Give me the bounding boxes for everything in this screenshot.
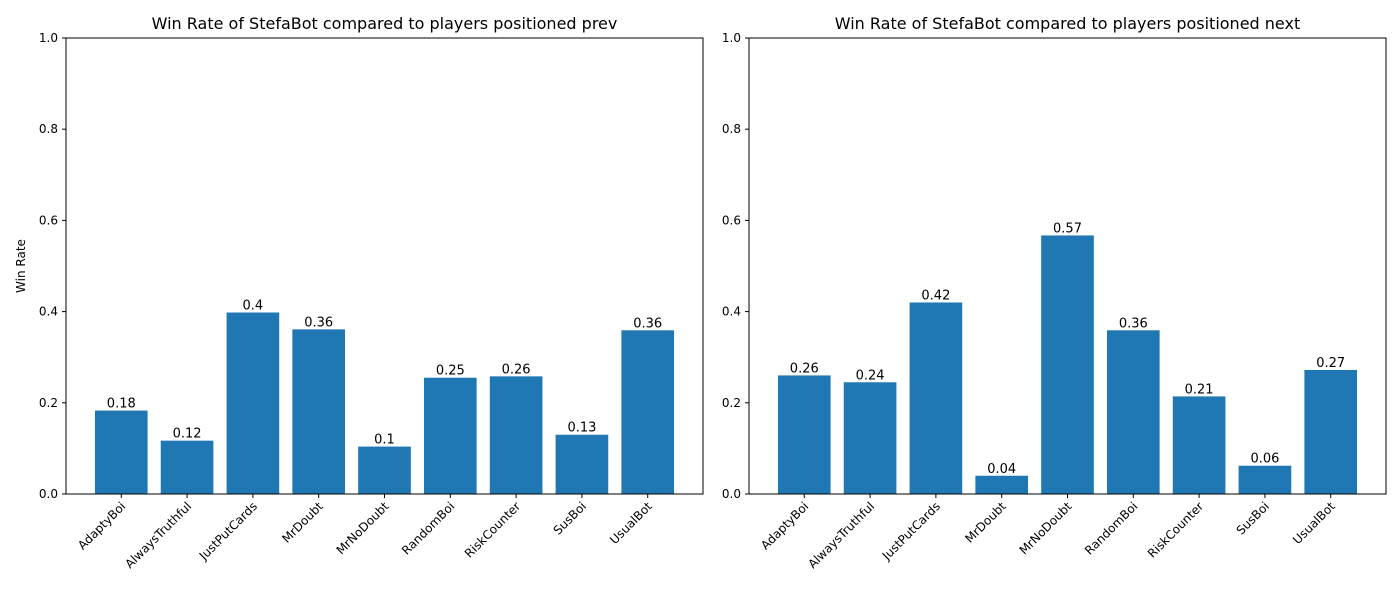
x-tick-label: AdaptyBoi xyxy=(758,499,811,552)
x-tick-label: SusBoi xyxy=(1234,499,1272,537)
y-tick-label: 0.0 xyxy=(39,487,58,501)
bar-RiskCounter xyxy=(489,376,543,494)
bar-value-label: 0.18 xyxy=(107,397,136,412)
bar-SusBoi xyxy=(1238,465,1292,494)
x-tick-label: MrDoubt xyxy=(962,499,1009,546)
bar-value-label: 0.04 xyxy=(987,462,1016,477)
bar-value-label: 0.12 xyxy=(173,427,202,442)
x-tick-label: RandomBoi xyxy=(1082,499,1140,557)
x-tick-label: AlwaysTruthful xyxy=(805,499,877,571)
y-tick-label: 0.0 xyxy=(722,487,741,501)
y-tick-label: 0.4 xyxy=(722,305,741,319)
bar-SusBoi xyxy=(555,434,609,494)
bar-value-label: 0.36 xyxy=(633,316,662,331)
x-tick-label: AlwaysTruthful xyxy=(122,499,194,571)
bar-AlwaysTruthful xyxy=(843,382,897,494)
bar-value-label: 0.26 xyxy=(790,361,819,376)
x-tick-label: UsualBot xyxy=(1290,499,1338,547)
bar-value-label: 0.13 xyxy=(567,421,596,436)
bar-UsualBot xyxy=(621,330,675,494)
x-tick-label: RiskCounter xyxy=(462,499,523,560)
x-tick-label: SusBoi xyxy=(551,499,589,537)
bar-UsualBot xyxy=(1304,369,1358,494)
bar-value-label: 0.1 xyxy=(374,433,395,448)
y-tick-label: 0.8 xyxy=(722,122,741,136)
x-tick-label: UsualBot xyxy=(607,499,655,547)
bar-value-label: 0.27 xyxy=(1316,356,1345,371)
plot-frame xyxy=(65,37,704,495)
x-tick-label: MrNoDoubt xyxy=(1017,499,1075,557)
x-tick-label: JustPutCards xyxy=(879,499,943,563)
bar-value-label: 0.06 xyxy=(1250,452,1279,467)
chart-title: Win Rate of StefaBot compared to players… xyxy=(835,14,1300,33)
bar-value-label: 0.42 xyxy=(921,288,950,303)
bar-AdaptyBoi xyxy=(777,375,831,494)
plot-frame xyxy=(748,37,1387,495)
x-tick-label: MrDoubt xyxy=(279,499,326,546)
y-axis-label: Win Rate xyxy=(14,239,28,293)
bar-RandomBoi xyxy=(1106,330,1160,494)
y-tick-label: 0.8 xyxy=(39,122,58,136)
bar-JustPutCards xyxy=(226,312,280,494)
y-tick-label: 1.0 xyxy=(39,31,58,45)
bar-MrDoubt xyxy=(975,475,1029,494)
x-tick-label: RandomBoi xyxy=(399,499,457,557)
bar-value-label: 0.36 xyxy=(304,315,333,330)
bar-value-label: 0.24 xyxy=(856,368,885,383)
y-tick-label: 0.6 xyxy=(722,213,741,227)
bar-value-label: 0.21 xyxy=(1185,382,1214,397)
bar-AlwaysTruthful xyxy=(160,440,214,494)
bar-value-label: 0.36 xyxy=(1119,316,1148,331)
x-tick-label: JustPutCards xyxy=(196,499,260,563)
y-tick-label: 0.2 xyxy=(39,396,58,410)
bar-value-label: 0.25 xyxy=(436,364,465,379)
y-tick-label: 0.2 xyxy=(722,396,741,410)
bar-value-label: 0.57 xyxy=(1053,221,1082,236)
bar-MrNoDoubt xyxy=(1041,235,1094,494)
bar-JustPutCards xyxy=(909,302,963,494)
y-tick-label: 1.0 xyxy=(722,31,741,45)
x-tick-label: RiskCounter xyxy=(1145,499,1206,560)
bar-RiskCounter xyxy=(1172,396,1226,494)
bar-MrDoubt xyxy=(292,329,346,494)
bar-value-label: 0.26 xyxy=(502,362,531,377)
x-tick-label: MrNoDoubt xyxy=(334,499,392,557)
chart-panel-prev: Win Rate of StefaBot compared to players… xyxy=(14,14,704,571)
bar-value-label: 0.4 xyxy=(243,299,264,314)
chart-panel-next: Win Rate of StefaBot compared to players… xyxy=(722,14,1387,571)
y-tick-label: 0.6 xyxy=(39,213,58,227)
bar-AdaptyBoi xyxy=(94,410,148,494)
y-tick-label: 0.4 xyxy=(39,305,58,319)
bar-RandomBoi xyxy=(423,377,477,494)
chart-title: Win Rate of StefaBot compared to players… xyxy=(152,14,618,33)
bar-MrNoDoubt xyxy=(358,446,411,494)
x-tick-label: AdaptyBoi xyxy=(75,499,128,552)
